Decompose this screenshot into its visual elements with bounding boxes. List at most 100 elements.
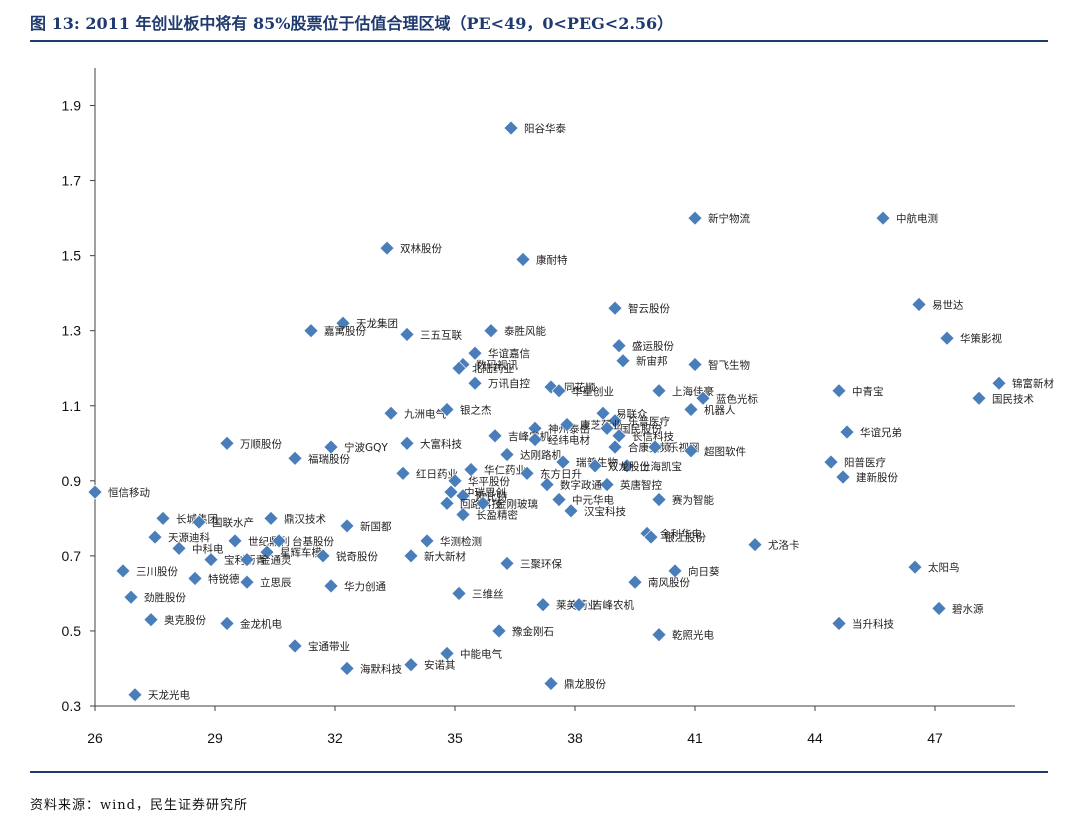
data-point-label: 中航电测 <box>896 212 938 225</box>
data-point-marker <box>747 537 763 553</box>
data-point-marker <box>483 323 499 339</box>
data-point-label: 中青宝 <box>852 385 884 398</box>
data-point-label: 双林股份 <box>400 242 442 255</box>
data-point-marker <box>303 323 319 339</box>
data-point-marker <box>219 616 235 631</box>
y-tick-label: 0.9 <box>62 473 82 489</box>
data-point-label: 华谊嘉信 <box>488 347 530 360</box>
y-tick-label: 1.3 <box>62 323 82 339</box>
data-point-marker <box>187 570 203 586</box>
data-point-marker <box>907 559 923 575</box>
data-point-label: 嘉寓股份 <box>324 325 366 338</box>
data-point-marker <box>315 548 331 564</box>
data-point-label: 阳普医疗 <box>844 456 886 469</box>
data-point-label: 特锐德 <box>208 572 240 585</box>
data-point-marker <box>475 495 491 511</box>
data-point-label: 同花顺 <box>564 381 596 394</box>
data-point-marker <box>451 360 467 376</box>
data-point-label: 银之杰 <box>460 404 492 417</box>
y-tick-label: 0.5 <box>62 623 82 639</box>
data-point-marker <box>695 390 711 406</box>
data-point-label: 天龙集团 <box>356 317 398 330</box>
data-point-label: 达刚路机 <box>520 449 562 462</box>
data-point-label: 万讯自控 <box>488 377 530 390</box>
data-point-marker <box>487 428 503 444</box>
data-point-label: 乐普医疗 <box>628 415 670 428</box>
data-point-label: 三五互联 <box>420 329 462 341</box>
data-point-marker <box>503 120 519 136</box>
data-point-marker <box>595 405 611 421</box>
data-point-marker <box>651 383 667 399</box>
data-point-marker <box>683 402 699 417</box>
data-point-marker <box>147 529 163 545</box>
data-point-label: 华策影视 <box>960 332 1002 345</box>
data-point-label: 三聚环保 <box>520 557 562 570</box>
data-point-label: 万顺股份 <box>240 438 282 450</box>
data-point-marker <box>171 540 187 556</box>
data-point-marker <box>535 597 551 613</box>
data-point-label: 盛运股份 <box>632 340 674 353</box>
data-point-marker <box>499 555 515 571</box>
data-point-marker <box>403 657 419 673</box>
data-point-label: 奥克股份 <box>164 614 206 627</box>
data-point-label: 中元华电 <box>572 494 614 507</box>
data-point-label: 金龙机电 <box>240 617 282 630</box>
data-point-marker <box>555 454 571 470</box>
data-point-marker <box>123 589 139 605</box>
data-point-marker <box>271 533 287 549</box>
data-point-label: 尤洛卡 <box>768 539 800 552</box>
data-point-marker <box>227 533 243 549</box>
data-point-marker <box>239 574 255 590</box>
data-point-marker <box>651 627 667 643</box>
data-point-label: 豫金刚石 <box>512 625 554 638</box>
data-point-label: 建新股份 <box>856 471 898 484</box>
data-point-label: 英唐智控 <box>620 479 662 492</box>
y-tick-label: 0.7 <box>62 548 82 564</box>
data-point-label: 机器人 <box>704 404 736 417</box>
data-point-marker <box>399 435 415 451</box>
data-point-marker <box>939 330 955 346</box>
data-point-label: 中能电气 <box>460 647 502 660</box>
data-point-marker <box>239 552 255 568</box>
data-point-marker <box>383 405 399 421</box>
data-point-label: 数字政通 <box>560 479 602 492</box>
data-point-label: 易联众 <box>616 408 648 420</box>
y-tick-label: 1.1 <box>62 398 82 414</box>
data-point-marker <box>263 510 279 526</box>
data-point-marker <box>287 638 303 654</box>
data-point-marker <box>619 458 635 474</box>
data-point-label: 银江股份 <box>664 531 706 544</box>
data-point-label: 康耐特 <box>536 253 568 266</box>
data-point-label: 北陆药业 <box>472 362 514 375</box>
data-point-label: 吉峰农机 <box>592 599 634 612</box>
data-point-label: 鼎龙股份 <box>564 677 606 690</box>
data-point-label: 智飞生物 <box>708 358 750 371</box>
data-point-marker <box>599 477 615 493</box>
data-point-label: 泰胜风能 <box>504 325 546 338</box>
data-point-label: 华仁药业 <box>484 464 526 477</box>
data-point-label: 中科电 <box>192 542 224 555</box>
data-point-marker <box>259 544 275 560</box>
data-point-label: 碧水源 <box>952 602 984 615</box>
data-point-marker <box>467 375 483 391</box>
data-point-label: 经纬电材 <box>548 434 590 447</box>
data-point-label: 蓝色光标 <box>716 392 758 405</box>
data-point-marker <box>219 435 235 451</box>
data-point-marker <box>499 447 515 462</box>
data-point-label: 太阳鸟 <box>928 561 960 574</box>
data-point-label: 台基股份 <box>292 535 334 548</box>
data-point-marker <box>439 495 455 511</box>
data-point-marker <box>467 345 483 361</box>
data-point-marker <box>515 251 531 267</box>
y-tick-label: 0.3 <box>62 698 82 714</box>
x-tick-label: 32 <box>327 730 343 746</box>
data-point-label: 向日葵 <box>688 565 720 578</box>
data-point-label: 宁波GQY <box>344 441 388 454</box>
data-point-label: 赛为智能 <box>672 494 714 507</box>
source-note: 资料来源：wind，民生证券研究所 <box>30 798 248 813</box>
data-point-marker <box>339 518 355 534</box>
data-point-marker <box>563 503 579 519</box>
data-point-marker <box>395 465 411 481</box>
